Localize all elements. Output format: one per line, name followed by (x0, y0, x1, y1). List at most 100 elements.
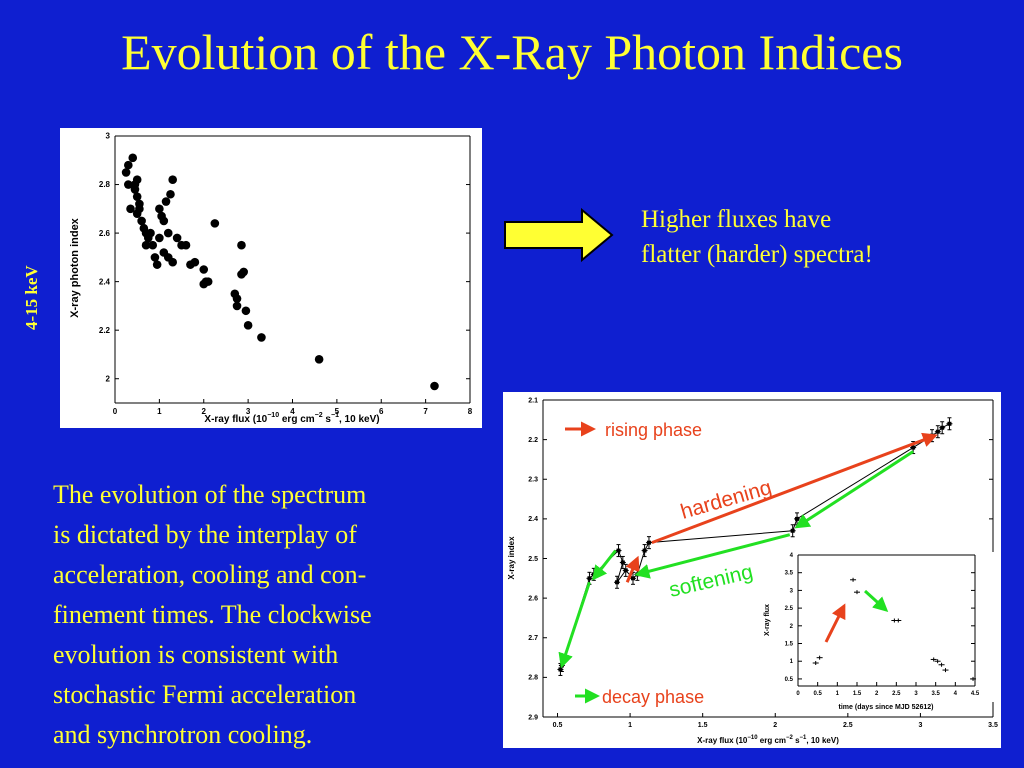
inset-data-point (812, 660, 819, 665)
x-axis-label: X-ray flux (10−10 erg cm−2 s−1, 10 keV) (204, 412, 379, 425)
rising-phase-label: rising phase (605, 420, 702, 440)
decay-arrow-lower (558, 581, 591, 669)
data-point (124, 160, 133, 170)
data-point (132, 192, 142, 201)
x-tick-label: 3 (246, 407, 251, 416)
y-tick-label: 2 (790, 624, 794, 630)
body-line: evolution is consistent with (53, 640, 339, 669)
y-axis-label: X-ray photon index (69, 217, 81, 318)
x-tick-label: 1 (157, 407, 162, 416)
data-point (615, 544, 622, 558)
y-axis-label: X-ray index (507, 536, 516, 580)
rising-arrow (625, 555, 640, 583)
y-tick-label: 2.3 (528, 477, 538, 484)
y-tick-label: 2.7 (528, 635, 538, 642)
data-point (203, 277, 213, 286)
decay-arrow-upper (591, 549, 617, 581)
x-tick-label: 0 (796, 691, 800, 697)
x-tick-label: 2 (202, 407, 207, 416)
y-tick-label: 2.6 (99, 229, 111, 238)
x-tick-label: 3 (918, 722, 922, 729)
data-point (794, 512, 801, 526)
data-point (132, 175, 142, 184)
inset-data-point (930, 657, 937, 662)
data-point (181, 240, 191, 250)
data-point (126, 204, 135, 214)
data-point (172, 233, 182, 243)
data-point (166, 189, 175, 199)
data-point (946, 417, 953, 431)
y-tick-label: 2.2 (528, 437, 538, 444)
data-point (619, 555, 626, 569)
data-point (241, 306, 251, 316)
right-arrow-icon (504, 207, 614, 263)
data-point (159, 216, 169, 226)
data-point (155, 204, 164, 214)
y-tick-label: 2.8 (99, 180, 111, 189)
x-tick-label: 3 (914, 691, 918, 697)
inset-data-point (942, 668, 949, 673)
slide-title: Evolution of the X-Ray Photon Indices (121, 24, 903, 80)
body-line: The evolution of the spectrum (53, 480, 367, 509)
data-point (168, 257, 177, 267)
hardening-label: hardening (678, 476, 774, 524)
data-point (243, 321, 253, 330)
x-tick-label: 1 (836, 691, 840, 697)
data-point (148, 240, 158, 250)
x-tick-label: 1.5 (853, 691, 862, 697)
x-tick-label: 4 (290, 407, 295, 416)
body-paragraph: The evolution of the spectrum is dictate… (53, 475, 483, 755)
x-tick-label: 5 (335, 407, 340, 416)
y-tick-label: 1 (790, 659, 794, 665)
data-point (232, 301, 242, 311)
x-tick-label: 2 (875, 691, 879, 697)
note-line: Higher fluxes have (641, 206, 832, 233)
data-point (614, 575, 621, 589)
y-tick-label: 3.5 (785, 571, 794, 577)
softening-arrow-top (794, 450, 914, 529)
y-tick-label: 1.5 (785, 642, 794, 648)
light-curve-inset: 0 0.5 1 1.5 2 2.5 3 3.5 4 4.5 0.5 1 1.5 2 2.5 3 3.5 4 ti… (764, 552, 997, 711)
data-point (121, 168, 131, 177)
x-tick-label: 7 (423, 407, 428, 416)
decay-phase-label: decay phase (602, 687, 704, 707)
data-point (645, 536, 652, 550)
inset-data-point (850, 577, 857, 582)
inset-data-point (970, 676, 977, 681)
body-line: acceleration, cooling and con- (53, 560, 367, 589)
x-tick-label: 2 (773, 722, 777, 729)
x-tick-label: 6 (379, 407, 384, 416)
note-line: flatter (harder) spectra! (641, 241, 873, 268)
data-point (199, 265, 209, 274)
data-point (130, 185, 140, 194)
data-point (622, 563, 629, 577)
body-line: finement times. The clockwise (53, 600, 372, 629)
x-axis-label: X-ray flux (10−10 erg cm−2 s−1, 10 keV) (697, 735, 839, 745)
data-point (155, 233, 164, 243)
x-tick-label: 0.5 (553, 722, 563, 729)
x-tick-label: 2.5 (892, 691, 901, 697)
data-point (163, 228, 173, 238)
body-line: is dictated by the interplay of (53, 520, 357, 549)
x-tick-label: 2.5 (843, 722, 853, 729)
data-point (137, 216, 146, 226)
y-tick-label: 2.1 (528, 397, 538, 404)
softening-label: softening (667, 560, 755, 602)
y-tick-label: 2.8 (528, 675, 538, 682)
flux-hardness-note: Higher fluxes have flatter (harder) spec… (641, 202, 873, 272)
x-tick-label: 1 (628, 722, 632, 729)
data-point (237, 270, 246, 279)
y-tick-label: 2.9 (528, 714, 538, 721)
inset-data-point (854, 590, 860, 595)
inset-y-axis-label: X-ray flux (764, 604, 771, 636)
inset-data-point (934, 659, 941, 664)
scatter-plot-panel: 0 1 2 3 4 5 6 7 8 2 2.2 2.4 2.6 2.8 3 X-ray flux (10−… (60, 128, 482, 428)
data-point (789, 524, 796, 538)
x-tick-label: 0 (113, 407, 118, 416)
x-tick-label: 4 (954, 691, 958, 697)
data-point (641, 544, 648, 558)
inset-x-axis-label: time (days since MJD 52612) (839, 704, 934, 711)
body-line: and synchrotron cooling. (53, 720, 313, 749)
y-tick-label: 4 (790, 553, 794, 559)
data-point (161, 197, 171, 206)
